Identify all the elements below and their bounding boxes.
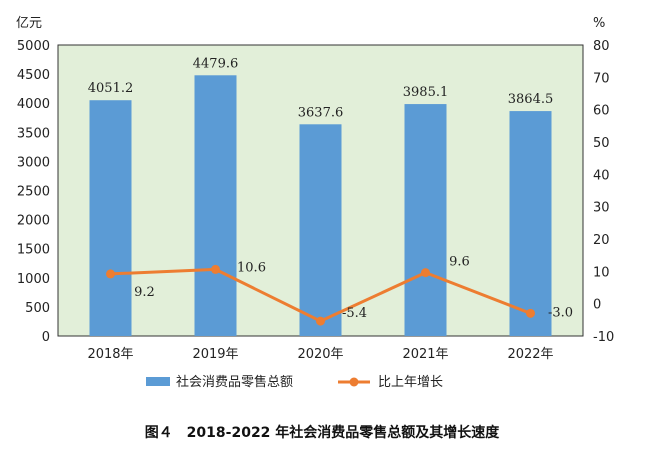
line-value-label: -5.4 — [342, 306, 367, 321]
right-tick-label: 30 — [593, 201, 610, 216]
line-value-label: -3.0 — [548, 305, 573, 320]
line-value-label: 10.6 — [237, 260, 266, 275]
line-value-label: 9.2 — [134, 285, 155, 300]
legend: 社会消费品零售总额 比上年增长 — [146, 374, 443, 390]
right-axis-ticks: -10 0 10 20 30 40 50 60 70 80 — [593, 39, 614, 345]
left-tick-label: 2500 — [17, 185, 50, 200]
right-tick-label: 60 — [593, 104, 610, 119]
right-tick-label: 20 — [593, 233, 610, 248]
left-axis-ticks: 0 500 1000 1500 2000 2500 3000 3500 4000 4500 5000 — [17, 39, 50, 345]
bar — [299, 124, 342, 336]
legend-bar-label: 社会消费品零售总额 — [176, 374, 293, 390]
right-tick-label: 50 — [593, 136, 610, 151]
line-marker — [526, 308, 535, 318]
bar-value-label: 3864.5 — [508, 92, 554, 107]
left-tick-label: 4500 — [17, 68, 50, 83]
x-tick-label: 2020年 — [297, 347, 343, 362]
line-series — [106, 264, 535, 326]
bar-value-label: 4479.6 — [193, 56, 239, 71]
bar — [509, 111, 552, 337]
left-tick-label: 2000 — [17, 214, 50, 229]
bar — [404, 104, 447, 337]
line-value-label: 9.6 — [449, 255, 470, 270]
bar-value-label: 3637.6 — [298, 105, 344, 120]
left-tick-label: 500 — [25, 301, 50, 316]
line-marker — [421, 268, 430, 278]
legend-line-marker — [349, 377, 359, 387]
left-axis-unit: 亿元 — [16, 16, 42, 31]
legend-bar-swatch — [146, 377, 170, 386]
x-tick-label: 2018年 — [87, 347, 133, 362]
left-tick-label: 1000 — [17, 272, 50, 287]
right-tick-label: 10 — [593, 265, 610, 280]
bar — [89, 100, 132, 337]
right-tick-label: 80 — [593, 39, 610, 54]
right-tick-label: -10 — [593, 330, 614, 345]
bar-series — [89, 75, 552, 337]
right-tick-label: 0 — [593, 298, 601, 313]
bar-value-label: 4051.2 — [88, 81, 134, 96]
left-tick-label: 5000 — [17, 39, 50, 54]
left-tick-label: 0 — [42, 330, 50, 345]
right-tick-label: 70 — [593, 71, 610, 86]
left-tick-label: 1500 — [17, 243, 50, 258]
bar-data-labels: 4051.2 4479.6 3637.6 3985.1 3864.5 — [88, 56, 554, 120]
line-marker — [211, 264, 220, 274]
left-tick-label: 4000 — [17, 97, 50, 112]
x-axis-ticks: 2018年 2019年 2020年 2021年 2022年 — [87, 347, 553, 362]
line-marker — [106, 269, 115, 279]
line-marker — [316, 316, 325, 326]
x-tick-label: 2021年 — [402, 347, 448, 362]
left-tick-label: 3000 — [17, 155, 50, 170]
right-tick-label: 40 — [593, 168, 610, 183]
x-tick-label: 2019年 — [192, 347, 238, 362]
bar — [194, 75, 237, 336]
legend-line-label: 比上年增长 — [378, 375, 443, 390]
figure-caption: 图４ 2018-2022 年社会消费品零售总额及其增长速度 — [145, 424, 501, 441]
right-axis-unit: % — [593, 16, 605, 31]
line-data-labels: 9.2 10.6 -5.4 9.6 -3.0 — [134, 255, 573, 322]
left-tick-label: 3500 — [17, 126, 50, 141]
x-tick-label: 2022年 — [507, 347, 553, 362]
bar-value-label: 3985.1 — [403, 85, 449, 100]
